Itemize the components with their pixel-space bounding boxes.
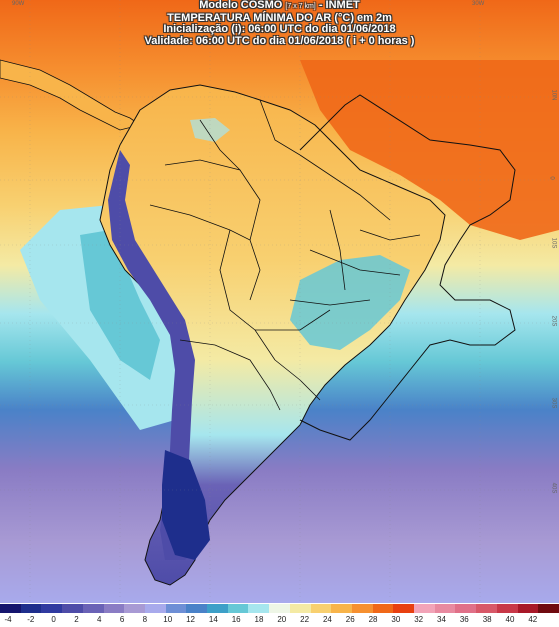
legend-swatch [248, 604, 270, 613]
legend-swatch [310, 604, 332, 613]
legend-tick-label: 22 [300, 615, 310, 624]
legend-tick-label: 8 [142, 615, 148, 624]
lat-label-40s: 40S [550, 482, 557, 494]
legend-tick-label: 32 [414, 615, 424, 624]
lat-label-10n: 10N [550, 89, 557, 101]
legend-swatch [82, 604, 105, 613]
legend-swatch [455, 604, 477, 613]
legend-swatch [351, 604, 374, 613]
legend-tick-label: 16 [231, 615, 241, 624]
legend-swatch [372, 604, 394, 613]
legend-tick-label: -4 [4, 615, 12, 624]
guiana-cool-patch [190, 118, 230, 142]
legend-swatch [165, 604, 187, 613]
lat-label-20s: 20S [550, 315, 557, 327]
legend-tick-label: 4 [97, 615, 102, 624]
color-scale-legend: -4 -2 0 2 4 6 8 10 12 14 16 18 20 22 24 26 28 30 32 34 36 38 4… [0, 604, 559, 627]
legend-swatch [331, 604, 353, 613]
legend-swatch [20, 604, 42, 613]
legend-swatch [124, 604, 146, 613]
maritime-zone-outline [299, 94, 516, 441]
legend-tick-label: 34 [437, 615, 446, 624]
legend-tick-label: 42 [528, 615, 538, 624]
graticule [0, 0, 559, 603]
legend-tick-label: 10 [163, 615, 173, 624]
legend-swatch [517, 604, 539, 613]
legend-swatch [62, 604, 84, 613]
map-subtitle: TEMPERATURA MÍNIMA DO AR (°C) em 2m [167, 11, 392, 24]
warm-atlantic-band [300, 60, 559, 240]
valid-time: Validade: 06:00 UTC do dia 01/06/2018 ( … [144, 34, 415, 47]
legend-tick-label: 12 [186, 615, 195, 624]
legend-swatch [414, 604, 436, 613]
legend-tick-label: -2 [27, 615, 35, 624]
model-org: - INMET [318, 0, 360, 11]
patagonia-cold-core [162, 450, 210, 560]
legend-swatch [476, 604, 498, 613]
lat-label-30s: 30S [550, 397, 557, 409]
model-name: Modelo COSMO [199, 0, 283, 11]
legend-tick-label: 28 [368, 615, 378, 624]
legend-swatch [103, 604, 125, 613]
legend-swatch [289, 604, 312, 613]
legend-tick-label: 26 [345, 615, 355, 624]
legend-tick-label: 36 [459, 615, 469, 624]
legend-swatch [434, 604, 456, 613]
legend-swatch [41, 604, 63, 613]
legend-tick-label: 40 [505, 615, 515, 624]
legend-tick-label: 0 [51, 615, 56, 624]
legend-swatch [227, 604, 249, 613]
map-title: Modelo COSMO [7 x 7 km] - INMET [0, 0, 559, 13]
legend-tick-label: 24 [322, 615, 332, 624]
legend-tick-label: 2 [74, 615, 79, 624]
legend-swatch [207, 604, 229, 613]
legend-tick-label: 18 [254, 615, 264, 624]
model-resolution: [7 x 7 km] [285, 3, 316, 10]
legend-swatch [0, 604, 22, 613]
map-header: Modelo COSMO [7 x 7 km] - INMET TEMPERAT… [0, 0, 559, 56]
legend-swatch [496, 604, 519, 613]
legend-swatch [269, 604, 291, 613]
legend-tick-label: 38 [482, 615, 492, 624]
legend-swatch [186, 604, 208, 613]
init-time: Inicialização (i): 06:00 UTC do dia 01/0… [163, 23, 396, 35]
temperature-map [0, 0, 559, 603]
legend-tick-label: 30 [391, 615, 401, 624]
legend-tick-label: 14 [208, 615, 218, 624]
legend-tick-label: 6 [119, 615, 125, 624]
lat-label-10s: 10S [550, 237, 557, 249]
legend-tick-label: 20 [277, 615, 287, 624]
legend-swatch [538, 604, 559, 613]
lon-label-30w: 30W [472, 1, 485, 7]
lon-label-90w: 90W [12, 1, 25, 7]
legend-swatch [144, 604, 167, 613]
legend-swatch [393, 604, 415, 613]
lat-label-0: 0 [548, 176, 555, 180]
